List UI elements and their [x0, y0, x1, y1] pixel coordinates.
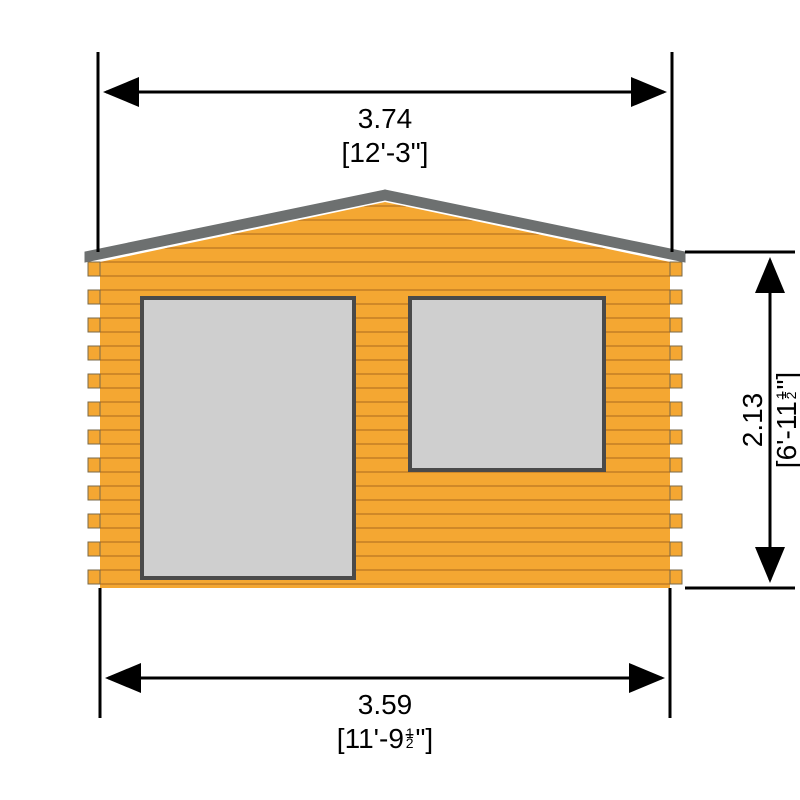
- dim-imperial: [6'-1112"]: [771, 372, 800, 468]
- window: [410, 298, 604, 470]
- door: [142, 298, 354, 578]
- dim-wall-height: 2.13[6'-1112"]: [685, 252, 800, 588]
- dim-imperial: [12'-3"]: [342, 137, 429, 168]
- dim-base-width: 3.59[11'-912"]: [100, 588, 670, 754]
- dim-metric: 3.59: [358, 689, 413, 720]
- dim-metric: 3.74: [358, 103, 413, 134]
- dim-metric: 2.13: [737, 393, 768, 448]
- shed-elevation: [85, 190, 685, 588]
- dim-imperial: [11'-912"]: [337, 723, 433, 754]
